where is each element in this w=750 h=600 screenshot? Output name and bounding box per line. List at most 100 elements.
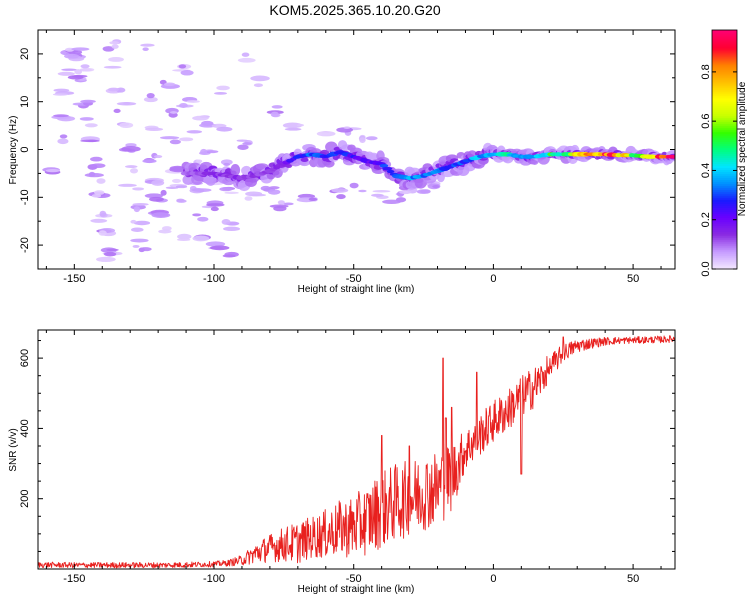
spectrogram-noise-blob — [216, 126, 233, 132]
spectrogram-noise-blob — [56, 115, 76, 122]
colorbar-cell — [712, 217, 737, 220]
colorbar-cell — [712, 117, 737, 121]
spectrogram-noise-blob — [133, 220, 151, 226]
spectrogram-y-ticks: -20 -10 0 10 20 — [19, 29, 675, 270]
colorbar-cell — [712, 65, 737, 69]
spectrogram-noise-blob — [160, 136, 180, 140]
colorbar-cell — [712, 233, 737, 236]
spectrogram-noise-blob — [432, 185, 440, 189]
colorbar-cell — [712, 105, 737, 109]
spectrogram-noise-blob — [142, 47, 149, 51]
spectrogram-marks — [42, 39, 675, 263]
colorbar-cell — [712, 219, 737, 222]
colorbar-cell — [712, 149, 737, 153]
spectrogram-noise-blob — [139, 247, 152, 252]
spectrogram-ridge-halo — [230, 164, 241, 176]
spectrogram-noise-blob — [53, 114, 69, 118]
spectrogram-noise-blob — [282, 122, 303, 129]
colorbar-cell — [712, 253, 737, 256]
colorbar-cell — [712, 95, 737, 99]
colorbar-cell — [712, 121, 737, 125]
colorbar-cell — [712, 103, 737, 107]
spectrogram-noise-blob — [192, 235, 210, 242]
colorbar-cell — [712, 141, 737, 145]
spectrogram-noise-blob — [45, 168, 61, 173]
colorbar-cell — [712, 31, 737, 35]
spectrogram-noise-blob — [180, 70, 194, 76]
spectrogram-noise-blob — [52, 93, 69, 96]
colorbar-cell — [712, 191, 737, 194]
colorbar-cell — [712, 165, 737, 169]
spectrogram-noise-blob — [200, 148, 208, 155]
spectrogram-noise-blob — [242, 142, 252, 145]
colorbar-cell — [712, 261, 737, 264]
colorbar-cell — [712, 265, 737, 268]
spectrogram-noise-blob — [267, 189, 281, 195]
spectrogram-noise-blob — [176, 199, 187, 203]
spectrogram-noise-blob — [119, 122, 134, 129]
spectrogram-noise-blob — [64, 53, 80, 59]
spectrogram-noise-blob — [268, 186, 280, 190]
colorbar-cell — [712, 143, 737, 147]
colorbar-cell — [712, 39, 737, 43]
colorbar-cell — [712, 135, 737, 139]
colorbar-cell — [712, 187, 737, 190]
spectrogram-noise-blob — [336, 194, 346, 200]
colorbar-tick-label: 0.0 — [700, 261, 712, 276]
snr-x-ticks: -150 -100 -50 0 50 — [45, 330, 662, 585]
spectrogram-noise-blob — [244, 196, 253, 201]
snr-frame — [37, 329, 676, 570]
colorbar-gradient — [712, 30, 737, 270]
spectrogram-noise-blob — [80, 64, 90, 69]
spectrogram-noise-blob — [57, 71, 75, 76]
colorbar-cell — [712, 243, 737, 246]
colorbar-cell — [712, 119, 737, 123]
colorbar-cell — [712, 109, 737, 113]
colorbar-cell — [712, 213, 737, 216]
spectrogram-noise-blob — [149, 196, 164, 202]
snr-y-tick-label: 600 — [19, 349, 31, 367]
colorbar-cell — [712, 37, 737, 41]
spectrogram-x-tick-label: -50 — [346, 273, 362, 285]
spectrogram-noise-blob — [284, 127, 302, 131]
colorbar-cell — [712, 207, 737, 210]
spectrogram-noise-blob — [106, 248, 119, 252]
spectrogram-noise-blob — [237, 144, 249, 150]
colorbar-cell — [712, 125, 737, 129]
colorbar-cell — [712, 63, 737, 67]
spectrogram-noise-blob — [297, 123, 304, 127]
spectrogram-noise-blob — [270, 111, 279, 118]
colorbar-cell — [712, 91, 737, 95]
colorbar-cell — [712, 59, 737, 63]
spectrogram-noise-blob — [151, 212, 171, 218]
colorbar-cell — [712, 87, 737, 91]
spectrogram-y-tick-label: -10 — [19, 189, 31, 205]
spectrogram-noise-blob — [317, 132, 331, 136]
colorbar-cell — [712, 33, 737, 37]
spectrogram-noise-blob — [57, 138, 69, 145]
colorbar-cell — [712, 77, 737, 81]
spectrogram-noise-blob — [382, 199, 402, 204]
spectrogram-noise-blob — [121, 146, 141, 152]
colorbar-cell — [712, 263, 737, 266]
colorbar-cell — [712, 257, 737, 260]
colorbar-cell — [712, 115, 737, 119]
spectrogram-y-label: Frequency (Hz) — [8, 116, 19, 185]
colorbar-cell — [712, 93, 737, 97]
spectrogram-noise-blob — [80, 99, 96, 104]
spectrogram-noise-blob — [59, 134, 68, 139]
colorbar-cell — [712, 161, 737, 165]
snr-x-tick-label: -50 — [346, 573, 362, 585]
figure-title: KOM5.2025.365.10.20.G20 — [269, 2, 440, 18]
colorbar-cell — [712, 83, 737, 87]
colorbar-cell — [712, 241, 737, 244]
colorbar-cell — [712, 57, 737, 61]
snr-panel: -150 -100 -50 0 50 200 400 600 Height of strai… — [8, 329, 676, 595]
colorbar-cell — [712, 171, 737, 174]
colorbar-cell — [712, 79, 737, 83]
colorbar-cell — [712, 195, 737, 198]
colorbar-label: Normalized spectral amplitude — [737, 81, 748, 216]
spectrogram-noise-blob — [140, 43, 155, 47]
spectrogram-noise-blob — [186, 100, 200, 103]
spectrogram-noise-blob — [90, 218, 108, 223]
